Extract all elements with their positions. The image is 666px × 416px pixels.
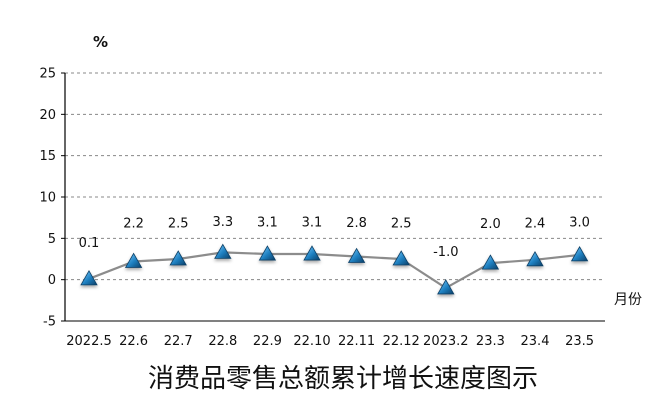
x-tick-label-6: 22.11: [338, 334, 375, 349]
chart-title: 消费品零售总额累计增长速度图示: [148, 364, 538, 394]
data-label-0: 0.1: [79, 236, 100, 251]
data-point-5: [303, 245, 321, 261]
data-label-6: 2.8: [346, 216, 367, 231]
data-point-3: [214, 243, 232, 259]
y-tick-label-5: 5: [48, 232, 56, 247]
y-tick-label-15: 15: [39, 149, 56, 164]
data-label-10: 2.4: [525, 216, 546, 231]
data-point-1: [124, 252, 143, 268]
x-tick-label-11: 23.5: [565, 334, 594, 349]
x-tick-label-4: 22.9: [253, 334, 282, 349]
data-point-10: [526, 251, 544, 267]
data-point-7: [392, 250, 410, 266]
data-point-2: [169, 250, 187, 266]
x-axis-label: 月份: [614, 292, 642, 308]
series-markers: [80, 243, 589, 295]
data-label-11: 3.0: [569, 216, 590, 231]
data-point-0: [80, 270, 98, 286]
data-label-8: -1.0: [433, 245, 458, 260]
y-tick-labels: -5 0 5 10 15 20 25: [39, 67, 56, 330]
data-label-9: 2.0: [480, 217, 501, 232]
x-tick-label-0: 2022.5: [66, 334, 112, 349]
data-point-9: [481, 254, 500, 270]
data-label-1: 2.2: [123, 217, 144, 232]
data-label-4: 3.1: [257, 215, 278, 230]
x-tick-label-5: 22.10: [293, 334, 330, 349]
x-tick-label-2: 22.7: [164, 334, 193, 349]
y-tick-label--5: -5: [43, 315, 56, 330]
series-polyline: [88, 251, 580, 289]
data-point-6: [347, 247, 366, 263]
y-tick-label-25: 25: [39, 67, 56, 82]
data-label-3: 3.3: [212, 215, 233, 230]
x-tick-label-1: 22.6: [119, 334, 148, 349]
data-label-7: 2.5: [391, 216, 412, 231]
axes: [61, 72, 605, 322]
x-tick-label-9: 23.3: [476, 334, 505, 349]
y-tick-label-10: 10: [39, 191, 56, 206]
gridlines: [65, 72, 605, 281]
x-tick-label-8: 2023.2: [423, 334, 469, 349]
y-axis-unit: %: [93, 33, 108, 51]
x-tick-labels: 2022.5 22.6 22.7 22.8 22.9 22.10 22.11 22.12 202…: [66, 334, 594, 349]
data-point-4: [258, 245, 277, 261]
x-tick-label-7: 22.12: [383, 334, 420, 349]
data-label-2: 2.5: [168, 216, 189, 231]
series-line: [88, 251, 580, 289]
x-tick-label-3: 22.8: [208, 334, 237, 349]
y-tick-label-20: 20: [39, 108, 56, 123]
data-labels: 0.1 2.2 2.5 3.3 3.1 3.1 2.8 2.5 -1.0 2.0 2.4 3.0: [79, 215, 590, 260]
data-point-11: [570, 246, 589, 262]
data-label-5: 3.1: [302, 215, 323, 230]
y-tick-label-0: 0: [48, 273, 56, 288]
x-tick-label-10: 23.4: [521, 334, 550, 349]
data-point-8: [437, 279, 455, 295]
